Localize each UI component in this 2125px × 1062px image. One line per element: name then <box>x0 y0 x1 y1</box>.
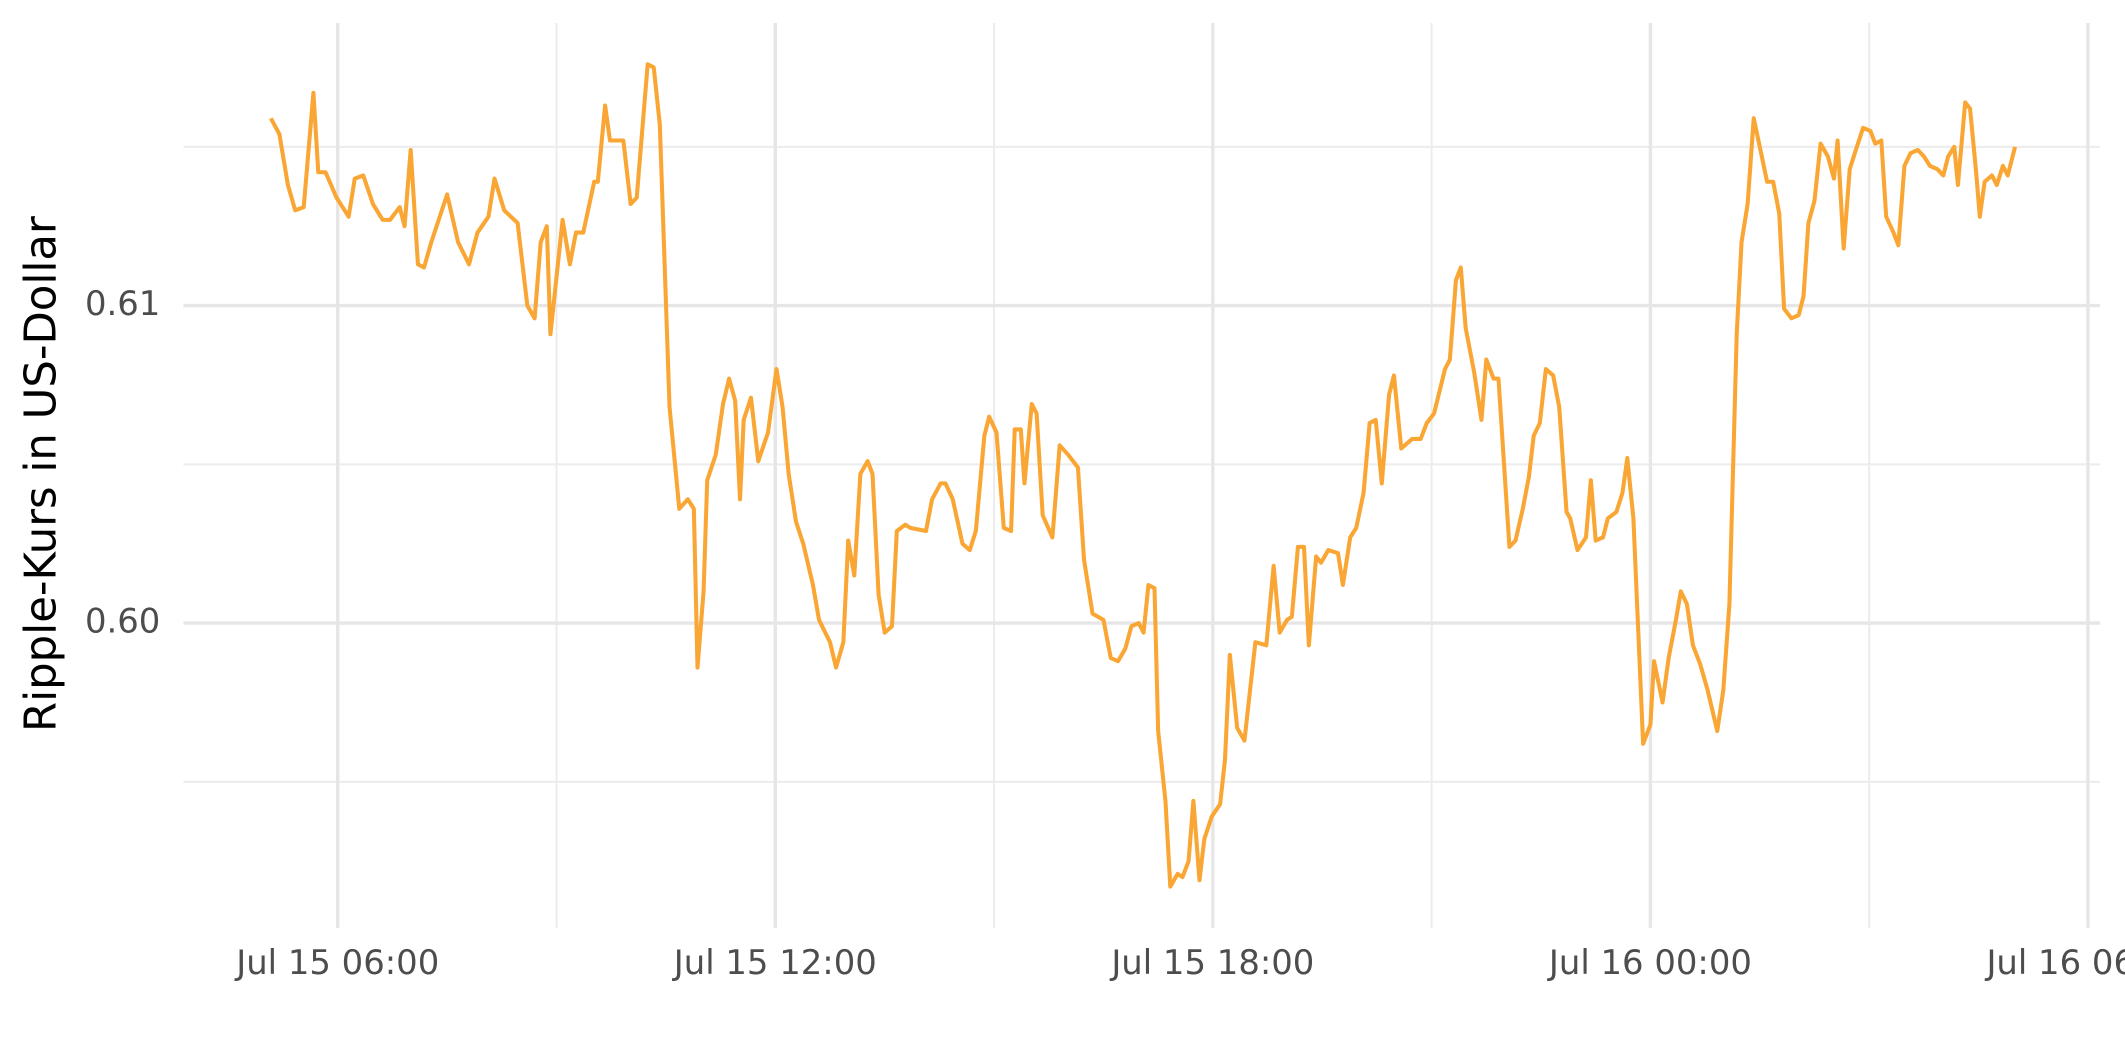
plot <box>269 62 2018 889</box>
price-line <box>269 62 2018 889</box>
x-tick-label: Jul 15 18:00 <box>1109 943 1314 982</box>
x-tick-label: Jul 15 06:00 <box>234 943 439 982</box>
grid <box>183 23 2101 928</box>
x-tick-label: Jul 15 12:00 <box>672 943 877 982</box>
y-tick-label: 0.61 <box>85 284 160 323</box>
y-axis-title: Ripple-Kurs in US-Dollar <box>16 216 66 732</box>
labels: 0.60 0.61 Jul 15 06:00 Jul 15 12:00 Jul 15 1… <box>85 284 2125 982</box>
x-tick-label: Jul 16 06:00 <box>1984 943 2125 982</box>
x-tick-label: Jul 16 00:00 <box>1547 943 1752 982</box>
y-tick-label: 0.60 <box>85 602 160 641</box>
